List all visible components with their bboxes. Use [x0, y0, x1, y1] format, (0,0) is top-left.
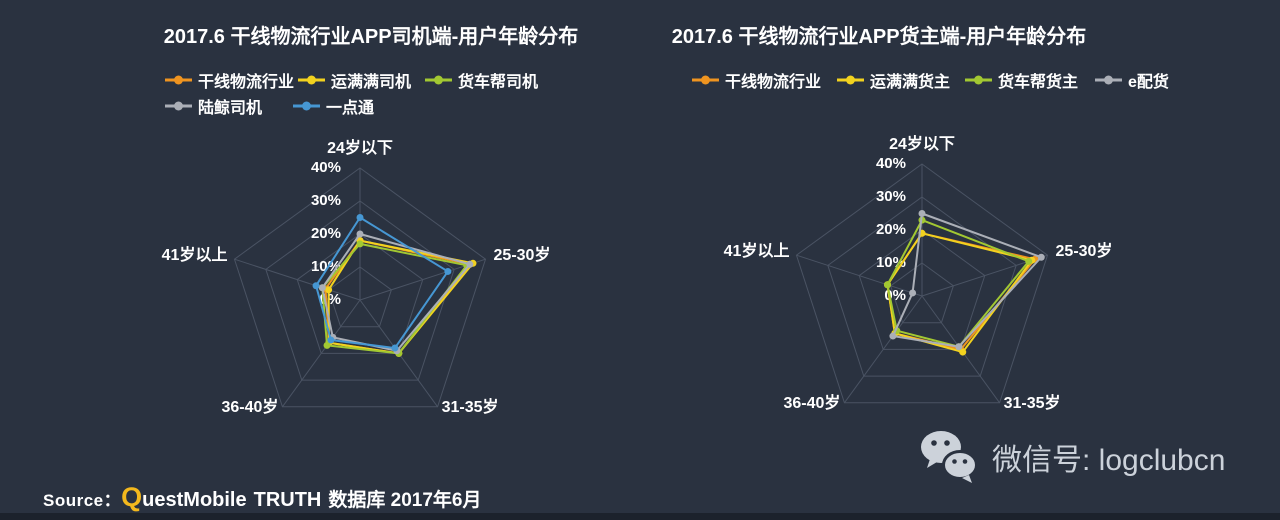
legend-line-marker-icon — [837, 75, 864, 85]
radar-axis-label: 31-35岁 — [1004, 393, 1061, 412]
legend-label: 运满满货主 — [870, 74, 951, 91]
radar-axis-label: 41岁以上 — [162, 245, 228, 264]
right-chart-title: 2017.6 干线物流行业APP货主端-用户年龄分布 — [671, 26, 1087, 48]
legend-label: e配货 — [1128, 74, 1169, 91]
legend-label: 货车帮司机 — [458, 74, 539, 91]
radar-tick-label: 30% — [876, 188, 906, 205]
radar-axis-label: 36-40岁 — [783, 393, 840, 412]
radar-tick-label: 20% — [311, 225, 341, 242]
legend-item-1-3[interactable]: e配货 — [1095, 70, 1169, 91]
legend-line-marker-icon — [1095, 75, 1122, 85]
radar-series-4-point — [444, 267, 452, 275]
radar-series-1-point — [959, 348, 967, 356]
radar-axis-label: 24岁以下 — [327, 138, 393, 157]
radar-series-2-point — [883, 281, 891, 289]
legend-label: 一点通 — [326, 100, 375, 117]
wechat-icon — [921, 431, 978, 483]
legend-line-marker-icon — [165, 101, 192, 111]
source-truth-label: TRUTH — [253, 489, 322, 511]
wechat-id-label: 微信号: logclubcn — [992, 444, 1226, 477]
left-chart-title: 2017.6 干线物流行业APP司机端-用户年龄分布 — [163, 26, 579, 48]
radar-series-4-point — [312, 282, 320, 290]
legend-label: 干线物流行业 — [198, 74, 295, 91]
radar-series-2-point — [323, 341, 331, 349]
legend-item-0-2[interactable]: 货车帮司机 — [425, 70, 539, 91]
radar-grid-ring — [296, 233, 424, 354]
radar-series-3-point — [918, 210, 926, 217]
radar-series-2-point — [1025, 257, 1033, 265]
radar-series-3-point — [1037, 253, 1045, 261]
radar-axis-label: 25-30岁 — [1056, 241, 1113, 260]
radar-series-3-point — [955, 343, 963, 351]
radar-series-4-point — [356, 214, 364, 221]
legend-line-marker-icon — [298, 75, 325, 85]
radar-axis-label: 25-30岁 — [494, 245, 551, 264]
legend-line-marker-icon — [165, 75, 192, 85]
radar-axis-line — [282, 299, 361, 408]
radar-series-3-point — [909, 289, 917, 297]
legend-label: 干线物流行业 — [725, 74, 822, 91]
legend-item-0-3[interactable]: 陆鲸司机 — [165, 96, 263, 117]
radar-tick-label: 20% — [876, 221, 906, 238]
legend-label: 货车帮货主 — [998, 74, 1079, 91]
radar-tick-label: 40% — [876, 155, 906, 172]
radar-grid-ring — [827, 196, 1017, 377]
radar-series-3-point — [889, 332, 897, 340]
radar-series-3-polygon — [891, 212, 1043, 348]
radar-series-4-polygon — [315, 216, 449, 350]
legend-label: 陆鲸司机 — [198, 100, 263, 117]
radar-grid-ring — [795, 163, 1049, 404]
source-label: Source： — [43, 491, 122, 510]
legend-item-1-1[interactable]: 运满满货主 — [837, 70, 951, 91]
legend-line-marker-icon — [293, 101, 320, 111]
radar-axis-label: 24岁以下 — [889, 134, 955, 153]
radar-grid-ring — [858, 229, 986, 350]
radar-grid-ring — [233, 167, 487, 408]
radar-tick-label: 30% — [311, 192, 341, 209]
wechat-footer: 微信号: logclubcn — [920, 430, 1225, 484]
legend-label: 运满满司机 — [331, 74, 412, 91]
radar-axis-line — [796, 254, 923, 297]
questmobile-logo-initial: Q — [121, 482, 143, 512]
radar-series-4-point — [327, 336, 335, 344]
radar-series-3-point — [318, 284, 326, 292]
source-database-label: 数据库 2017年6月 — [328, 490, 482, 511]
legend-line-marker-icon — [965, 75, 992, 85]
radar-axis-label: 31-35岁 — [442, 397, 499, 416]
radar-series-3-point — [466, 260, 474, 268]
radar-grid-ring — [328, 266, 392, 328]
legend-line-marker-icon — [692, 75, 719, 85]
questmobile-logo-rest: uestMobile — [142, 489, 247, 511]
radar-series-4-point — [391, 344, 399, 352]
radar-tick-label: 40% — [311, 159, 341, 176]
radar-series-2-polygon — [886, 219, 1030, 348]
legend-line-marker-icon — [425, 75, 452, 85]
radar-axis-label: 41岁以上 — [724, 241, 790, 260]
radar-series-3-point — [356, 230, 364, 238]
radar-axis-line — [844, 295, 923, 404]
legend-item-0-4[interactable]: 一点通 — [293, 96, 375, 117]
radar-series-1-point — [325, 286, 333, 294]
legend-item-0-1[interactable]: 运满满司机 — [298, 70, 412, 91]
legend-item-1-2[interactable]: 货车帮货主 — [965, 70, 1079, 91]
radar-axis-label: 36-40岁 — [221, 397, 278, 416]
radar-axis-line — [234, 258, 361, 301]
legend-item-0-0[interactable]: 干线物流行业 — [165, 70, 295, 91]
legend-item-1-0[interactable]: 干线物流行业 — [692, 70, 822, 91]
bottom-bar — [0, 513, 1280, 520]
radar-series-2-point — [356, 240, 364, 248]
radar-grid-ring — [890, 262, 954, 324]
